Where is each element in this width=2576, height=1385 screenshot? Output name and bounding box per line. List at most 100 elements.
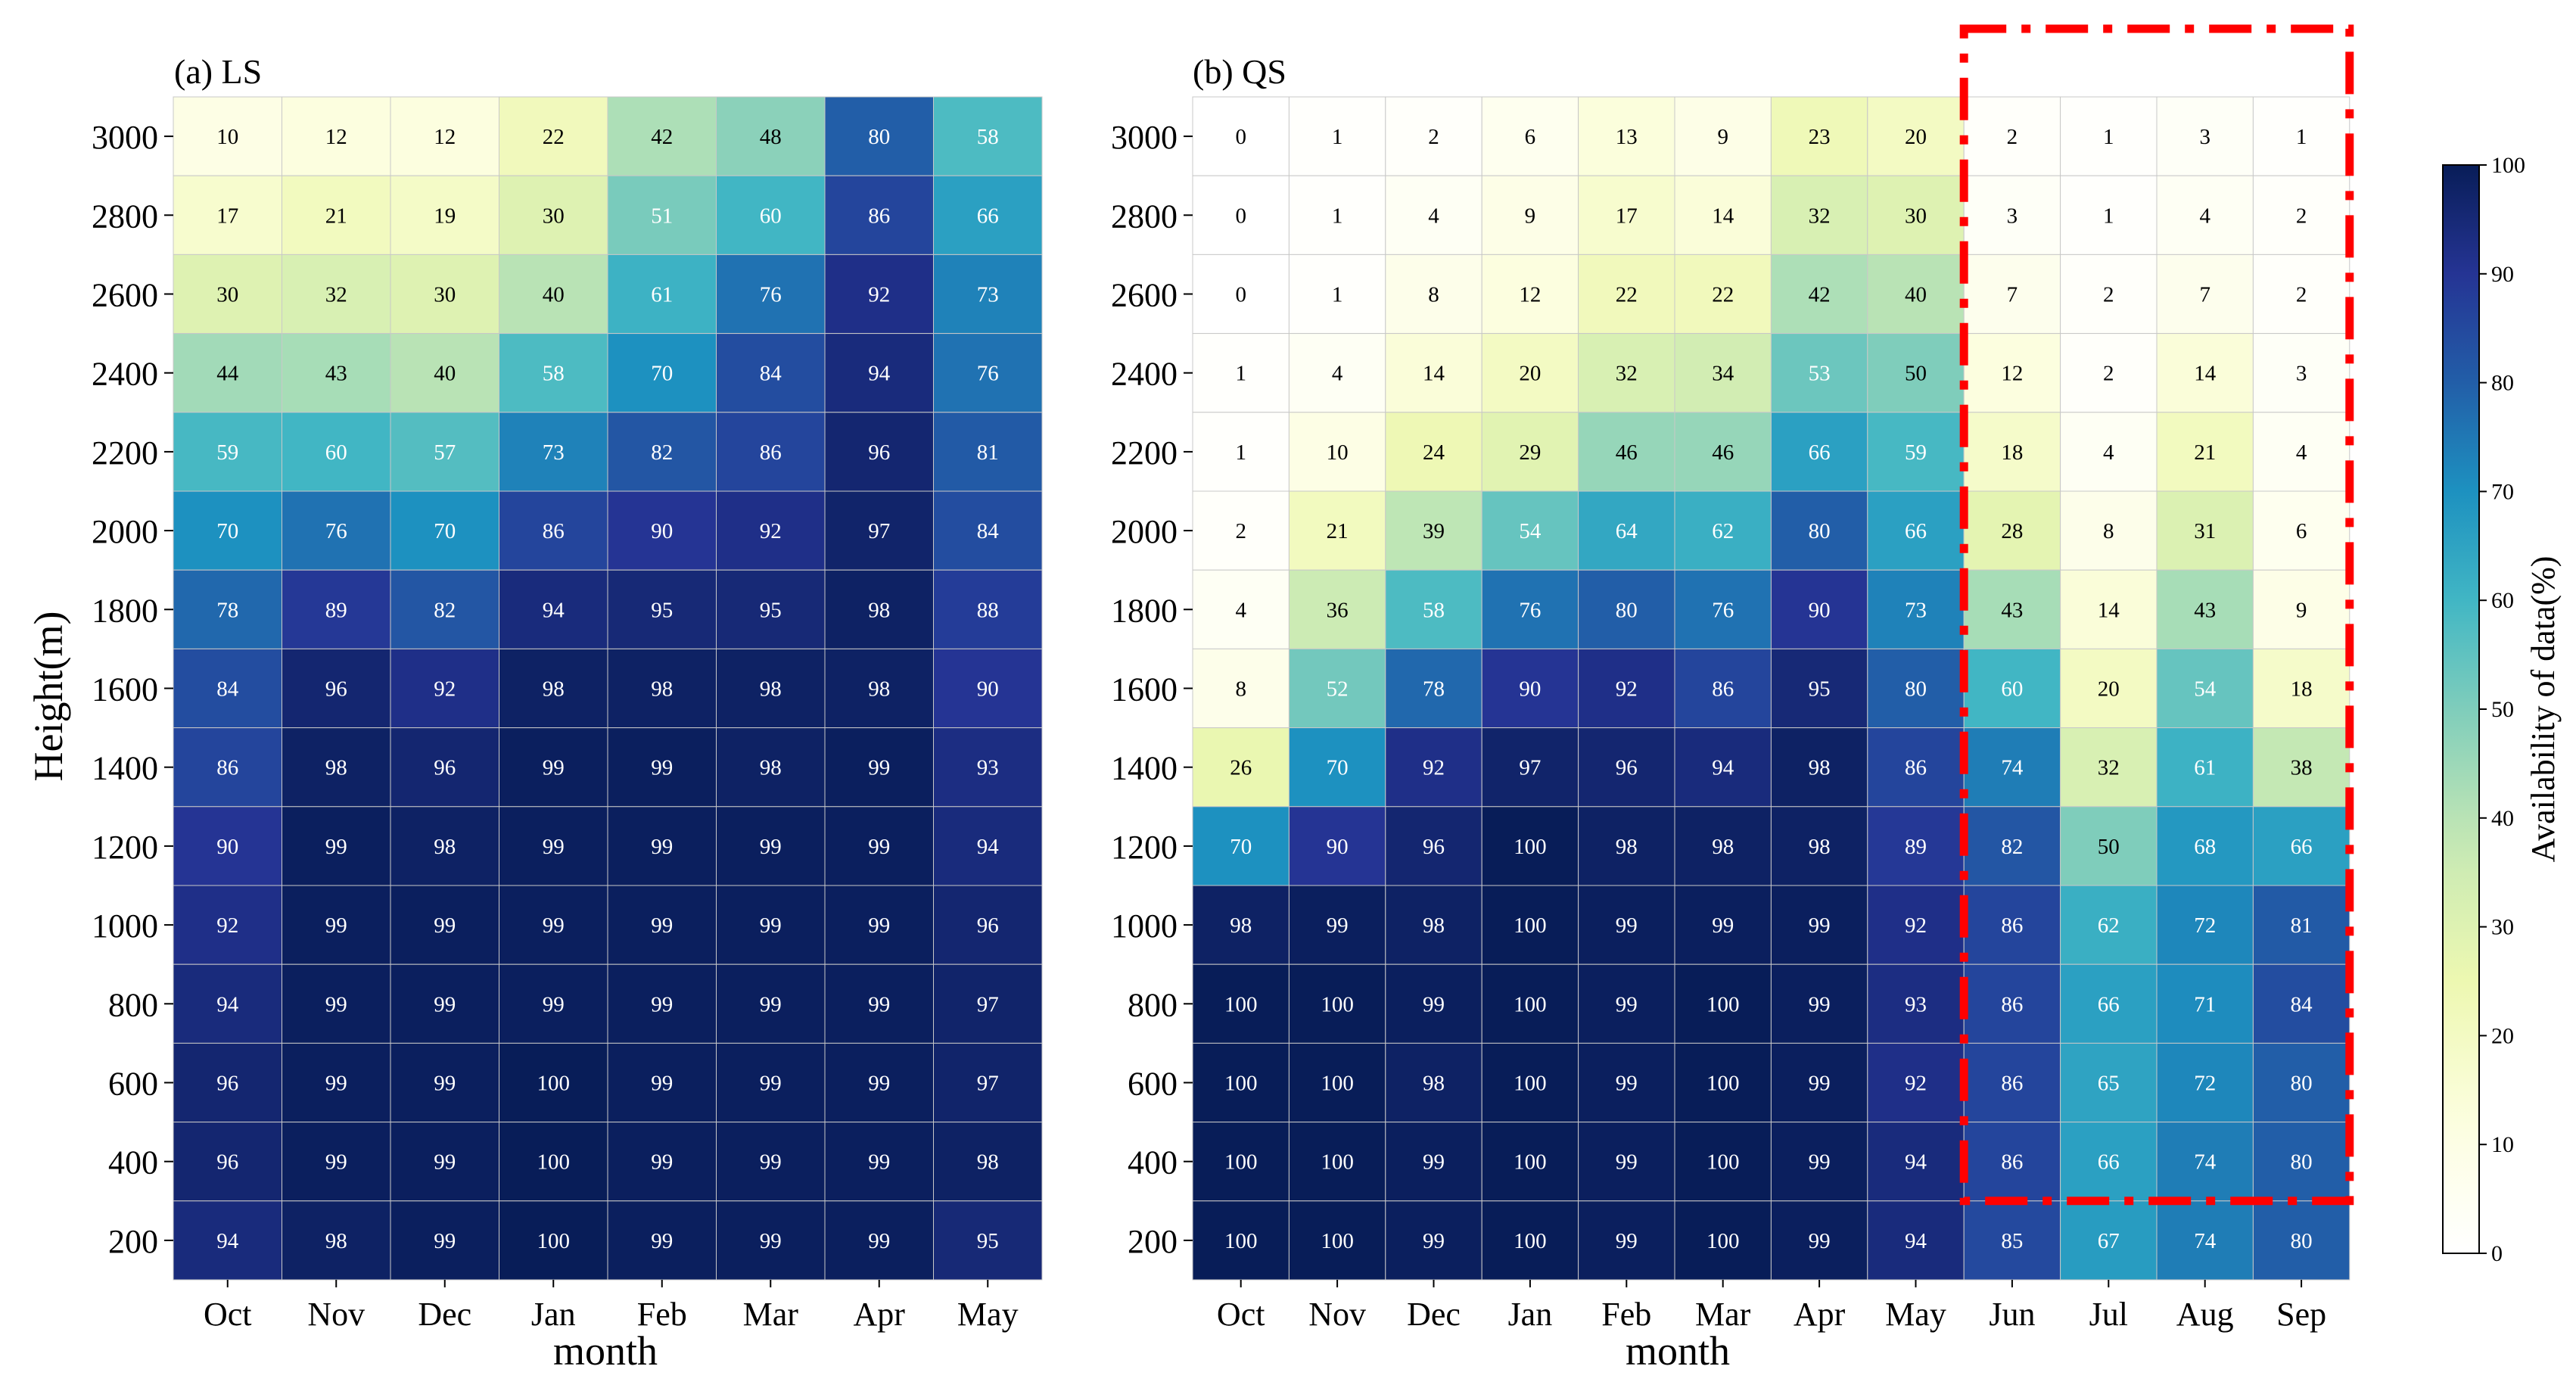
cell-value-label: 99 xyxy=(651,1229,673,1253)
heatmap-cell xyxy=(933,412,1043,492)
cell-value-label: 66 xyxy=(1905,519,1927,543)
heatmap-cell xyxy=(1578,254,1675,335)
cell-value-label: 99 xyxy=(868,992,890,1016)
heatmap-cell xyxy=(1578,727,1675,808)
cell-value-label: 22 xyxy=(543,125,565,149)
heatmap-cell xyxy=(1578,963,1675,1044)
heatmap-cell xyxy=(933,727,1043,808)
cell-value-label: 99 xyxy=(1616,1150,1638,1175)
y-tick-label: 200 xyxy=(108,1223,158,1260)
cell-value-label: 46 xyxy=(1616,440,1638,465)
heatmap-cell xyxy=(1288,490,1386,571)
cell-value-label: 100 xyxy=(1706,992,1740,1016)
cell-value-label: 94 xyxy=(1712,756,1734,780)
heatmap-cell xyxy=(1288,96,1386,176)
cell-value-label: 66 xyxy=(2098,992,2120,1016)
heatmap-cell xyxy=(2060,490,2158,571)
cell-value-label: 1 xyxy=(2103,125,2114,149)
cell-value-label: 9 xyxy=(2296,598,2307,622)
cell-value-label: 20 xyxy=(1519,362,1541,386)
heatmap-cell xyxy=(499,1200,608,1281)
heatmap-cell xyxy=(1385,569,1482,649)
heatmap-cell xyxy=(716,1200,826,1281)
heatmap-cell xyxy=(499,490,608,571)
heatmap-cell xyxy=(933,1122,1043,1202)
cell-value-label: 74 xyxy=(2194,1150,2217,1175)
heatmap-cell xyxy=(1288,569,1386,649)
cell-value-label: 99 xyxy=(651,913,673,938)
heatmap-cells-qs: 0 1 2 6 13 9 23 20 2 1 3 10 1 4 9 17 14 32 30 3 1 4 20 1 8 12 22 22… xyxy=(1192,96,2350,1281)
cell-value-label: 96 xyxy=(216,1150,238,1175)
y-tick-label: 2200 xyxy=(1111,434,1178,472)
heatmap-cell xyxy=(1481,175,1579,255)
heatmap-cell xyxy=(2156,412,2254,492)
heatmap-cell xyxy=(1192,569,1290,649)
heatmap-cell xyxy=(2060,175,2158,255)
cell-value-label: 89 xyxy=(1905,835,1927,859)
cell-value-label: 94 xyxy=(216,1229,239,1253)
cell-value-label: 90 xyxy=(1809,598,1831,622)
cell-value-label: 100 xyxy=(1224,1072,1258,1096)
cell-value-label: 1 xyxy=(1332,125,1343,149)
cell-value-label: 100 xyxy=(1514,913,1547,938)
heatmap-cell xyxy=(1385,648,1482,729)
colorbar-tick-label: 30 xyxy=(2491,915,2514,940)
heatmap-cell xyxy=(282,1122,391,1202)
cell-value-label: 14 xyxy=(1712,204,1734,228)
cell-value-label: 18 xyxy=(2291,677,2313,702)
cell-value-label: 99 xyxy=(543,992,565,1016)
heatmap-cell xyxy=(1385,806,1482,886)
heatmap-cell xyxy=(1867,885,1965,965)
heatmap-cell xyxy=(1963,254,2061,335)
cell-value-label: 99 xyxy=(651,1072,673,1096)
cell-value-label: 20 xyxy=(1905,125,1927,149)
cell-value-label: 90 xyxy=(977,677,999,702)
x-tick-label: May xyxy=(957,1296,1019,1333)
cell-value-label: 8 xyxy=(1235,677,1246,702)
heatmap-cell xyxy=(2252,412,2350,492)
heatmap-cell xyxy=(1288,1200,1386,1281)
y-axis-qs: 3000 2800 2600 2400 2200 2000 1800 1600 1400 1200… xyxy=(1111,119,1193,1260)
heatmap-cell xyxy=(499,963,608,1044)
heatmap-cell xyxy=(2156,727,2254,808)
cell-value-label: 76 xyxy=(1712,598,1734,622)
cell-value-label: 2 xyxy=(2103,283,2114,307)
y-tick-label: 1000 xyxy=(92,907,158,945)
heatmap-cell xyxy=(824,648,934,729)
heatmap-cell xyxy=(282,885,391,965)
heatmap-cell xyxy=(390,412,499,492)
colorbar-tick-label: 90 xyxy=(2491,262,2514,287)
heatmap-cell xyxy=(1770,963,1868,1044)
cell-value-label: 100 xyxy=(1706,1072,1740,1096)
cell-value-label: 99 xyxy=(434,1072,456,1096)
heatmap-cell xyxy=(1481,490,1579,571)
cell-value-label: 100 xyxy=(1321,1150,1354,1175)
y-tick-label: 2400 xyxy=(1111,356,1178,393)
heatmap-cell xyxy=(2060,963,2158,1044)
y-tick-label: 600 xyxy=(108,1066,158,1103)
cell-value-label: 86 xyxy=(2001,992,2023,1016)
cell-value-label: 32 xyxy=(1809,204,1831,228)
heatmap-cell xyxy=(1288,1042,1386,1123)
cell-value-label: 73 xyxy=(1905,598,1927,622)
cell-value-label: 3 xyxy=(2007,204,2018,228)
heatmap-cell xyxy=(282,175,391,255)
heatmap-cell xyxy=(499,96,608,176)
heatmap-cell xyxy=(824,254,934,335)
cell-value-label: 99 xyxy=(434,913,456,938)
y-tick-label: 1400 xyxy=(92,750,158,787)
y-tick-label: 400 xyxy=(1128,1144,1178,1181)
cell-value-label: 99 xyxy=(760,913,782,938)
cell-value-label: 98 xyxy=(1616,835,1638,859)
cell-value-label: 31 xyxy=(2194,519,2216,543)
cell-value-label: 36 xyxy=(1327,598,1349,622)
heatmap-cell xyxy=(933,1200,1043,1281)
heatmap-cell xyxy=(282,648,391,729)
cell-value-label: 95 xyxy=(1809,677,1831,702)
y-tick-label: 2600 xyxy=(1111,277,1178,314)
heatmap-cell xyxy=(1867,963,1965,1044)
y-tick-label: 2000 xyxy=(92,513,158,550)
heatmap-cell xyxy=(1963,1122,2061,1202)
cell-value-label: 100 xyxy=(1706,1229,1740,1253)
colorbar-tick-label: 10 xyxy=(2491,1132,2514,1157)
